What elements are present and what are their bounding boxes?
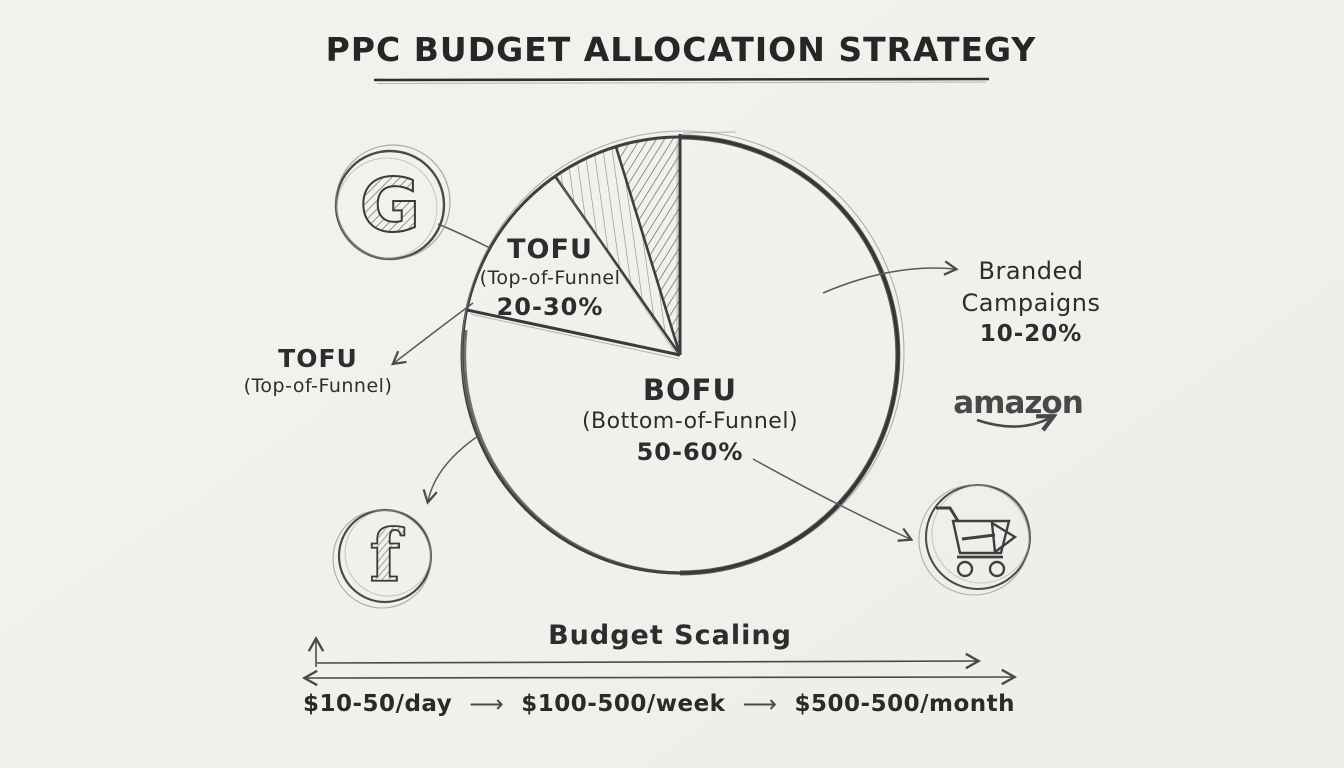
tofu-leader-arrow — [390, 302, 474, 366]
facebook-letter: f — [370, 513, 405, 598]
budget-steps-row: $10-50/day ⟶ $100-500/week ⟶ $500-500/mo… — [303, 690, 1015, 718]
branded-line1: Branded — [978, 257, 1084, 285]
page-title: PPC BUDGET ALLOCATION STRATEGY — [325, 30, 1037, 69]
pie-label-tofu-outer: TOFU (Top-of-Funnel) — [244, 344, 393, 397]
tofu-inner-pct: 20-30% — [496, 293, 604, 321]
budget-scaling-axis — [301, 635, 1018, 687]
shopping-cart-icon — [918, 484, 1031, 596]
bofu-pct: 50-60% — [636, 438, 744, 466]
bofu-sub: (Bottom-of-Funnel) — [581, 409, 799, 434]
bofu-name: BOFU — [642, 373, 738, 407]
tofu-inner-sub: (Top-of-Funnel — [479, 267, 621, 289]
amazon-logo: amazon — [953, 385, 1084, 421]
pie-slice-branded-hatch-2 — [555, 147, 680, 355]
slice-line-107deg — [614, 146, 682, 356]
google-connector-line — [437, 223, 491, 249]
budget-scaling-title: Budget Scaling — [548, 620, 792, 651]
tofu-inner-name: TOFU — [507, 234, 593, 265]
facebook-icon: f — [332, 508, 433, 609]
tofu-outer-name: TOFU — [278, 344, 358, 373]
budget-step-week: $100-500/week — [521, 691, 726, 717]
branded-pct: 10-20% — [979, 321, 1083, 347]
arrow-right-icon: ⟶ — [469, 690, 505, 718]
arrow-right-icon: ⟶ — [742, 690, 778, 718]
leader-arrows — [390, 223, 959, 542]
axis-arrow-upper — [316, 652, 982, 670]
pie-chart — [460, 130, 905, 576]
budget-step-day: $10-50/day — [303, 691, 453, 717]
slice-line-tofu-lower — [466, 308, 681, 357]
cart-arrow-head — [990, 520, 1018, 555]
budget-step-month: $500-500/month — [794, 691, 1015, 717]
pie-label-branded: Branded Campaigns 10-20% — [962, 255, 1101, 347]
cart-arrow — [961, 533, 996, 541]
google-letter: G — [360, 163, 421, 249]
cart-leader-arrow — [752, 458, 914, 542]
title-underline — [373, 77, 990, 84]
axis-arrow-lower — [301, 668, 1018, 687]
facebook-leader-arrow — [422, 433, 482, 505]
google-icon: G — [334, 144, 451, 261]
branded-line2: Campaigns — [961, 289, 1101, 317]
pie-label-bofu: BOFU (Bottom-of-Funnel) 50-60% — [582, 373, 798, 466]
tofu-outer-sub: (Top-of-Funnel) — [243, 375, 393, 397]
amazon-smile-icon — [976, 418, 1050, 427]
branded-leader-arrow — [822, 260, 959, 294]
pie-label-tofu-inner: TOFU (Top-of-Funnel 20-30% — [480, 234, 621, 321]
